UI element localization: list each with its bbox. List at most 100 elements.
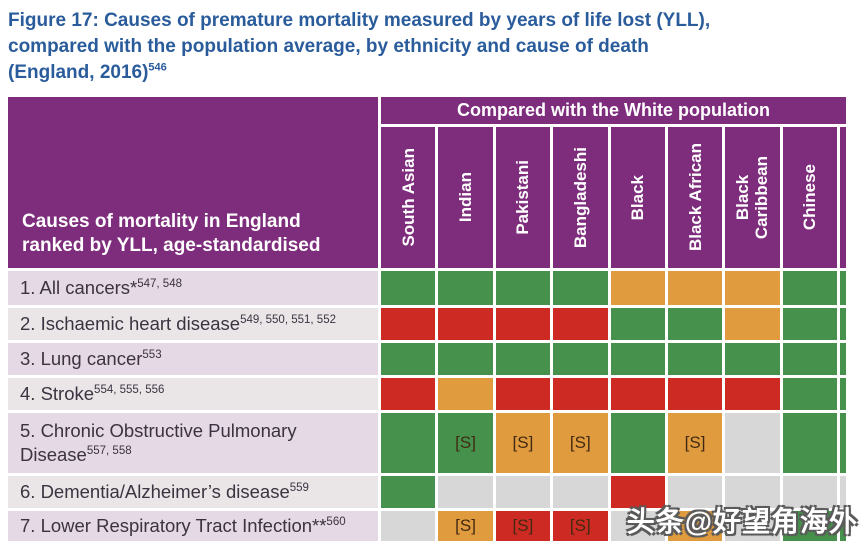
heatmap-table: Causes of mortality in England ranked by… xyxy=(8,97,846,541)
data-cell xyxy=(610,343,665,375)
data-cell xyxy=(495,308,551,340)
row-label-text: 1. All cancers*547, 548 xyxy=(20,277,182,298)
row-label: 1. All cancers*547, 548 xyxy=(8,271,378,305)
row-label-text: 3. Lung cancer553 xyxy=(20,348,162,369)
data-cell xyxy=(782,271,837,305)
column-header-black-african: Black African xyxy=(667,127,723,268)
column-header-bangladeshi: Bangladeshi xyxy=(553,127,608,268)
data-cell xyxy=(438,476,493,508)
data-cell xyxy=(725,308,780,340)
data-cell xyxy=(782,343,837,375)
data-cell xyxy=(667,476,723,508)
row-label-text: 6. Dementia/Alzheimer’s disease559 xyxy=(20,481,309,502)
data-cell xyxy=(495,378,551,410)
data-cell xyxy=(495,271,551,305)
data-cell xyxy=(553,476,608,508)
column-header-south-asian: South Asian xyxy=(381,127,436,268)
watermark: 头条@好望角海外 xyxy=(626,506,858,537)
significance-mark: [S] xyxy=(455,433,476,452)
row-label-text: 4. Stroke554, 555, 556 xyxy=(20,383,165,404)
data-cell xyxy=(782,511,837,541)
row-label-text: 5. Chronic Obstructive Pulmonary Disease… xyxy=(20,420,297,465)
significance-mark: [S] xyxy=(512,516,534,535)
row-label: 6. Dementia/Alzheimer’s disease559 xyxy=(8,476,378,508)
data-cell xyxy=(553,271,608,305)
data-cell xyxy=(610,511,665,541)
data-cell xyxy=(782,308,837,340)
row-label-superscript: 547, 548 xyxy=(137,277,182,290)
column-header-label: Black African xyxy=(685,143,705,252)
significance-mark: [S] xyxy=(455,516,476,535)
data-cell xyxy=(782,476,837,508)
row-label-superscript: 553 xyxy=(142,348,162,361)
column-header-label: Pakistani xyxy=(513,160,533,235)
data-cell xyxy=(553,308,608,340)
data-cell xyxy=(667,271,723,305)
column-header-label: Bangladeshi xyxy=(570,146,590,249)
data-cell xyxy=(381,413,436,473)
row-label-superscript: 559 xyxy=(289,481,309,494)
data-cell xyxy=(553,378,608,410)
significance-mark: [S] xyxy=(684,433,706,452)
data-cell: [S] xyxy=(438,511,493,541)
data-cell xyxy=(381,511,436,541)
row-label: 4. Stroke554, 555, 556 xyxy=(8,378,378,410)
significance-mark: [S] xyxy=(569,516,591,535)
data-cell xyxy=(495,343,551,375)
data-cell xyxy=(495,476,551,508)
data-cell: [S] xyxy=(495,511,551,541)
column-header-label: Chinese xyxy=(800,164,820,231)
data-cell xyxy=(725,378,780,410)
column-header-label: Indian xyxy=(456,172,476,223)
data-cell xyxy=(438,271,493,305)
column-header-chinese: Chinese xyxy=(782,127,837,268)
edge-strip-cell xyxy=(840,343,846,375)
data-cell xyxy=(381,378,436,410)
row-label-superscript: 549, 550, 551, 552 xyxy=(240,313,336,326)
data-cell xyxy=(667,378,723,410)
column-group-header: Compared with the White population xyxy=(381,97,846,124)
row-label-text: 7. Lower Respiratory Tract Infection**56… xyxy=(20,515,346,536)
column-header-label: Black Caribbean xyxy=(733,155,772,240)
significance-mark: [S] xyxy=(512,433,534,452)
data-cell xyxy=(438,343,493,375)
data-cell: [S] xyxy=(438,413,493,473)
edge-strip-cell xyxy=(840,271,846,305)
data-cell xyxy=(438,378,493,410)
row-label: 7. Lower Respiratory Tract Infection**56… xyxy=(8,511,378,541)
column-header-label: South Asian xyxy=(398,148,418,247)
figure-title-superscript: 546 xyxy=(148,61,167,74)
data-cell xyxy=(725,476,780,508)
data-cell xyxy=(610,308,665,340)
data-cell xyxy=(725,271,780,305)
data-cell xyxy=(667,343,723,375)
data-cell: [S] xyxy=(667,413,723,473)
column-header-black: Black xyxy=(610,127,665,268)
data-cell xyxy=(610,378,665,410)
row-label-superscript: 557, 558 xyxy=(86,444,132,457)
edge-strip-cell xyxy=(840,308,846,340)
column-header-pakistani: Pakistani xyxy=(495,127,551,268)
column-header-indian: Indian xyxy=(438,127,493,268)
figure-title: Figure 17: Causes of premature mortality… xyxy=(8,8,830,86)
column-header-black-caribbean: Black Caribbean xyxy=(725,127,780,268)
data-cell xyxy=(610,271,665,305)
data-cell xyxy=(610,476,665,508)
data-cell xyxy=(725,511,780,541)
row-label: 5. Chronic Obstructive Pulmonary Disease… xyxy=(8,413,378,473)
data-cell: [S] xyxy=(553,511,608,541)
data-cell xyxy=(725,343,780,375)
row-label: 2. Ischaemic heart disease549, 550, 551,… xyxy=(8,308,378,340)
data-cell: [S] xyxy=(495,413,551,473)
row-axis-header: Causes of mortality in England ranked by… xyxy=(8,97,378,268)
row-label: 3. Lung cancer553 xyxy=(8,343,378,375)
data-cell xyxy=(381,476,436,508)
data-cell xyxy=(782,378,837,410)
edge-strip-cell xyxy=(840,476,846,508)
edge-strip-header xyxy=(840,127,846,268)
edge-strip-cell xyxy=(840,413,846,473)
column-header-label: Black xyxy=(628,174,648,221)
data-cell xyxy=(782,413,837,473)
data-cell xyxy=(438,308,493,340)
